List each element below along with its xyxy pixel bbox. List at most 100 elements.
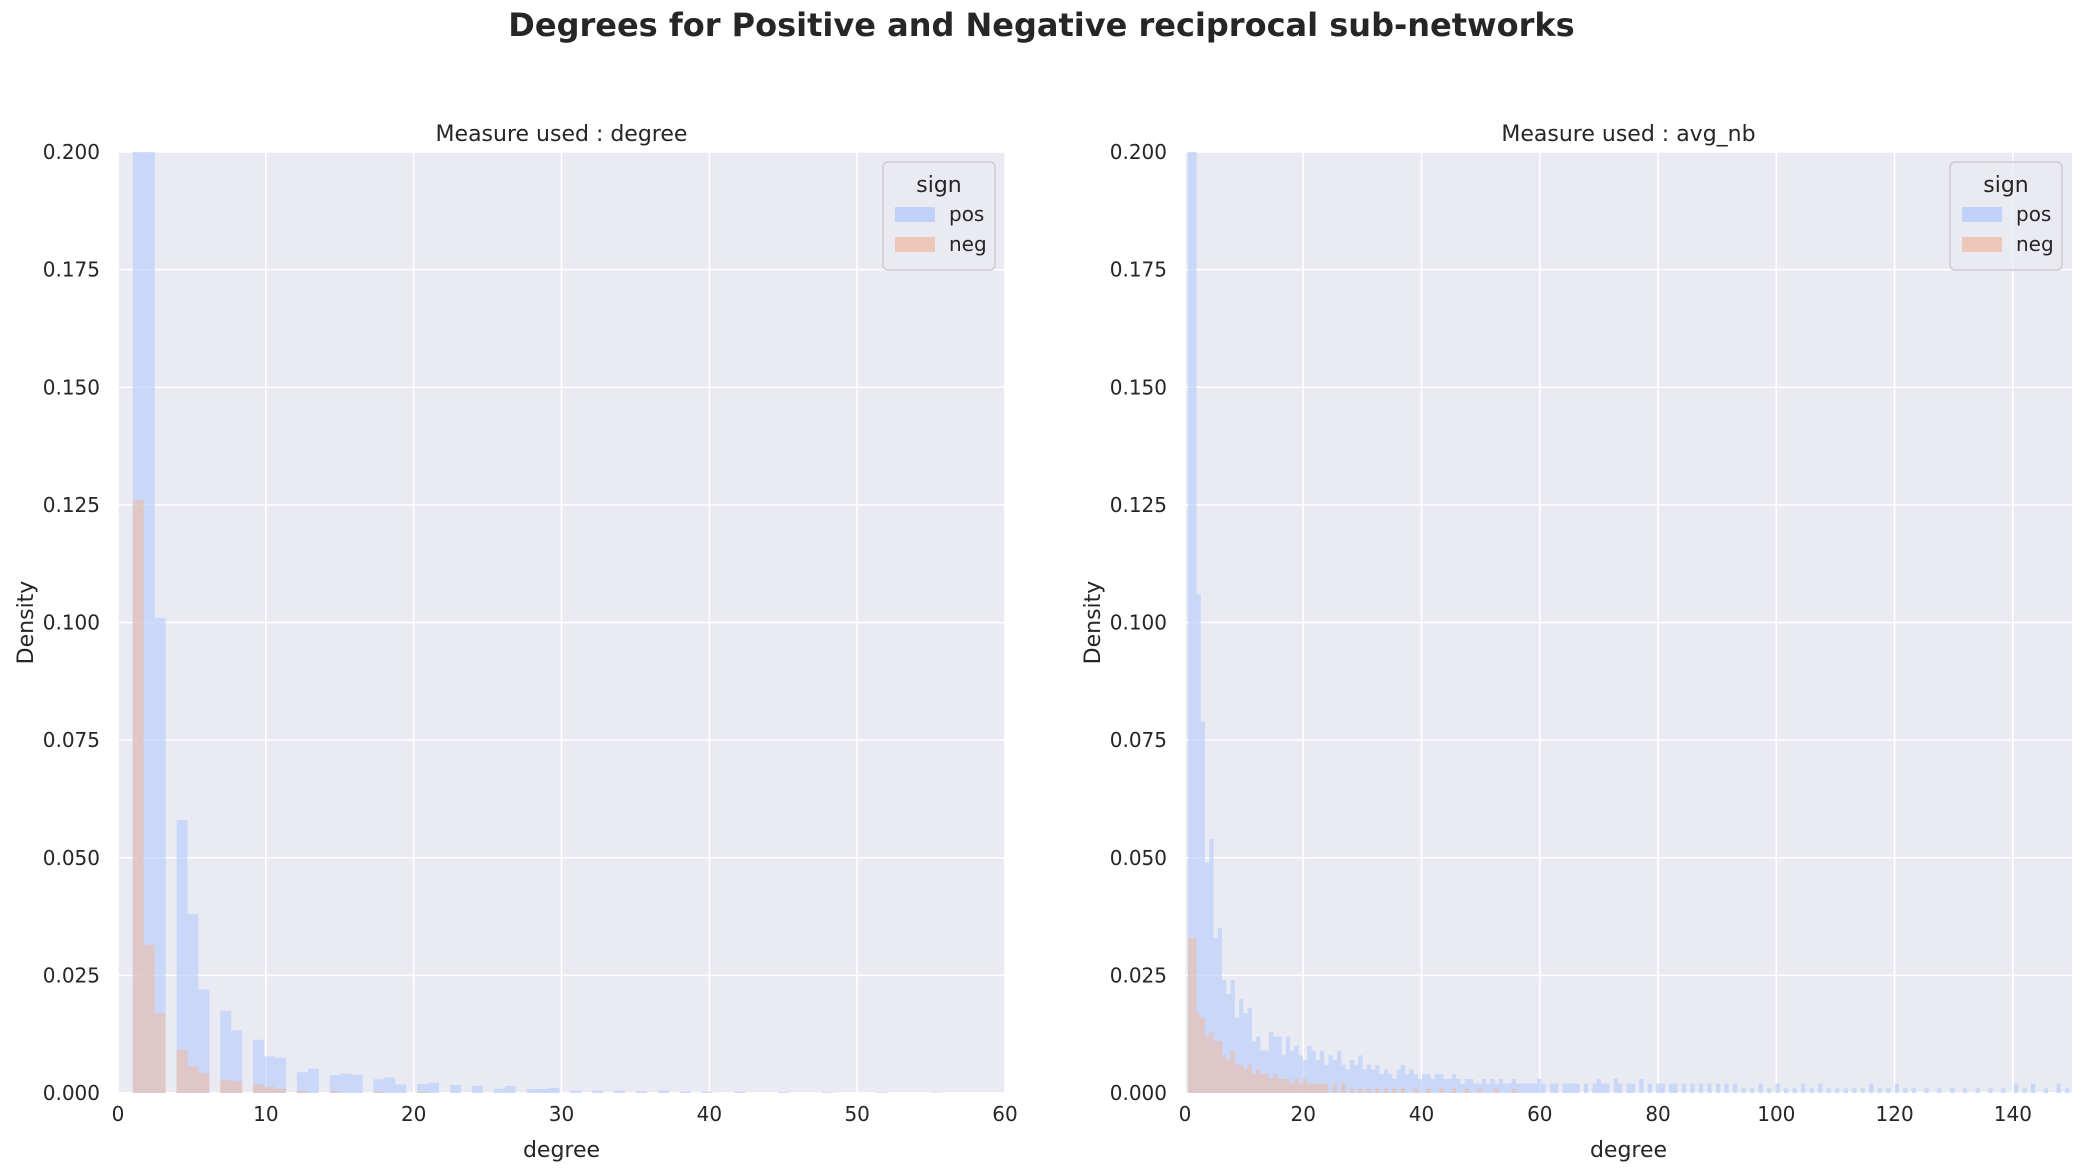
- bar-pos: [450, 1085, 461, 1093]
- bar-pos: [340, 1073, 352, 1093]
- bar-neg: [1332, 1083, 1337, 1093]
- bar-neg: [176, 1049, 188, 1093]
- bar-pos: [1430, 1078, 1435, 1093]
- bar-pos: [1639, 1078, 1644, 1093]
- legend-swatch-neg: [1962, 237, 2002, 252]
- bar-neg: [1264, 1074, 1269, 1093]
- y-axis-label: Density: [1081, 581, 1106, 665]
- bar-neg: [1294, 1078, 1299, 1093]
- legend-label-neg: neg: [2016, 232, 2054, 256]
- bar-pos: [1715, 1083, 1721, 1093]
- bar-pos: [1681, 1083, 1687, 1093]
- chart-panel-1: 0 20 40 60 80 100 120 140 0.000 0.025 0.050 0.075 0.…: [1081, 122, 2072, 1163]
- bar-neg: [132, 500, 144, 1093]
- bar-neg: [1413, 1088, 1418, 1093]
- bar-neg: [154, 1013, 166, 1093]
- bar-pos: [1498, 1078, 1504, 1093]
- bar-pos: [187, 914, 199, 1093]
- bar-pos: [1345, 1069, 1350, 1093]
- x-tick-label: 80: [1645, 1102, 1670, 1126]
- bar-pos: [1962, 1088, 1968, 1093]
- bar-pos: [1243, 1013, 1248, 1093]
- bar-pos: [548, 1087, 560, 1093]
- bar-pos: [778, 1092, 790, 1093]
- bar-pos: [504, 1085, 516, 1093]
- legend-title: sign: [1983, 173, 2028, 198]
- bar-pos: [329, 1075, 341, 1093]
- bar-pos: [154, 617, 166, 1093]
- y-tick-label: 0.075: [1110, 728, 1167, 752]
- bar-pos: [1605, 1083, 1610, 1093]
- bar-pos: [1294, 1045, 1299, 1093]
- x-tick-label: 30: [549, 1102, 574, 1126]
- bar-pos: [1630, 1083, 1636, 1093]
- x-tick-label: 60: [1527, 1102, 1552, 1126]
- bar-pos: [1388, 1074, 1393, 1093]
- bar-pos: [570, 1090, 582, 1093]
- x-tick-label: 140: [1994, 1102, 2032, 1126]
- bar-pos: [1537, 1078, 1542, 1093]
- bar-neg: [1464, 1088, 1469, 1093]
- series-pos: [1187, 152, 2070, 1093]
- x-tick-label: 60: [992, 1102, 1017, 1126]
- figure-title: Degrees for Positive and Negative recipr…: [508, 6, 1575, 44]
- bar-pos: [1209, 838, 1214, 1093]
- bar-pos: [1520, 1083, 1525, 1093]
- x-axis-label: degree: [1590, 1138, 1667, 1163]
- bar-pos: [1792, 1088, 1797, 1093]
- bar-pos: [1673, 1083, 1678, 1093]
- bar-pos: [2030, 1083, 2036, 1093]
- y-tick-label: 0.175: [43, 258, 100, 282]
- bar-neg: [373, 1091, 385, 1093]
- x-tick-label: 0: [112, 1102, 125, 1126]
- bar-pos: [231, 1030, 243, 1093]
- bar-pos: [1383, 1069, 1389, 1093]
- bar-neg: [1358, 1088, 1363, 1093]
- bar-pos: [1528, 1083, 1533, 1093]
- bar-neg: [1192, 937, 1197, 1093]
- bar-pos: [1371, 1069, 1376, 1093]
- bar-neg: [1239, 1064, 1244, 1093]
- bar-pos: [1617, 1083, 1623, 1093]
- bar-pos: [1247, 1008, 1252, 1093]
- bar-pos: [417, 1084, 429, 1093]
- y-tick-label: 0.075: [43, 728, 100, 752]
- bar-pos: [2001, 1088, 2006, 1093]
- bar-pos: [1217, 928, 1223, 1093]
- bar-pos: [1869, 1083, 1874, 1093]
- bar-pos: [1366, 1064, 1372, 1093]
- bar-pos: [1698, 1083, 1704, 1093]
- bar-pos: [1826, 1088, 1831, 1093]
- bar-pos: [1511, 1078, 1516, 1093]
- bar-neg: [1273, 1074, 1278, 1093]
- bar-neg: [1230, 1050, 1235, 1093]
- bar-neg: [1439, 1088, 1444, 1093]
- bar-pos: [1835, 1088, 1840, 1093]
- bar-pos: [1707, 1083, 1712, 1093]
- bar-neg: [253, 1084, 265, 1093]
- y-tick-label: 0.125: [1110, 493, 1167, 517]
- bar-pos: [1456, 1078, 1461, 1093]
- bar-pos: [1481, 1078, 1486, 1093]
- bar-neg: [1277, 1078, 1282, 1093]
- bar-neg: [1268, 1078, 1274, 1093]
- bar-pos: [1213, 937, 1218, 1093]
- legend-title: sign: [916, 173, 961, 198]
- bar-neg: [1204, 1036, 1210, 1093]
- bar-neg: [1319, 1083, 1325, 1093]
- bar-neg: [1234, 1064, 1240, 1093]
- bar-neg: [1247, 1064, 1252, 1093]
- bar-pos: [1196, 594, 1201, 1093]
- bar-pos: [351, 1074, 363, 1093]
- bar-pos: [1222, 980, 1227, 1093]
- bar-pos: [1524, 1083, 1529, 1093]
- bar-pos: [1260, 1050, 1265, 1093]
- bar-neg: [417, 1092, 429, 1093]
- bar-neg: [1426, 1088, 1431, 1093]
- bar-neg: [231, 1081, 243, 1093]
- bar-pos: [2065, 1088, 2070, 1093]
- bar-pos: [1298, 1055, 1303, 1093]
- bar-neg: [1366, 1088, 1372, 1093]
- bar-pos: [1277, 1036, 1282, 1093]
- bar-pos: [1549, 1083, 1555, 1093]
